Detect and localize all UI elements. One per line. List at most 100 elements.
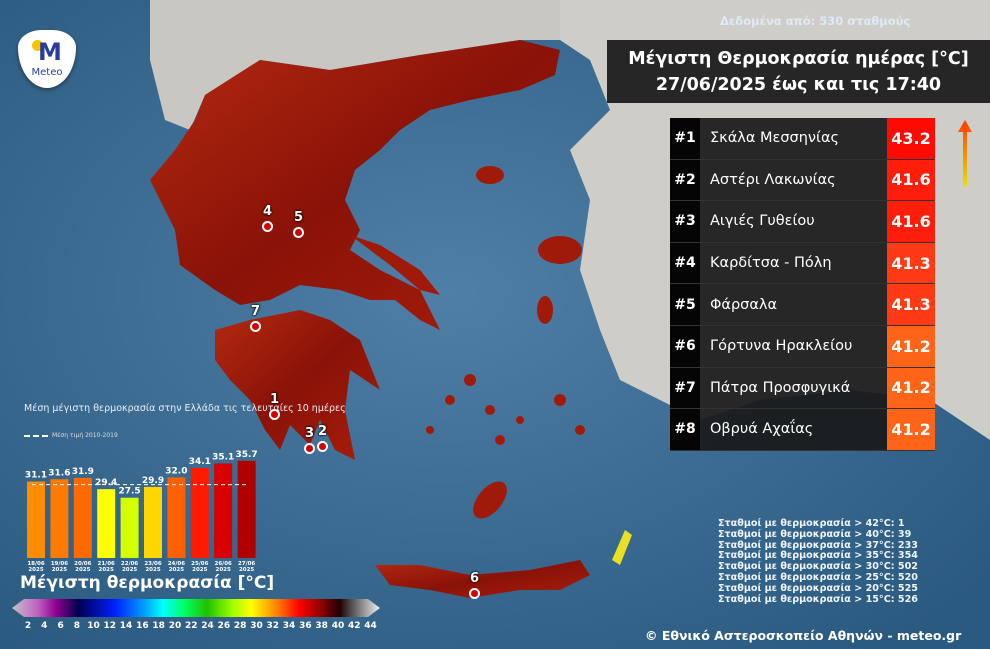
- station-marker[interactable]: [250, 321, 261, 332]
- station-name: Οβρυά Αχαΐας: [700, 409, 887, 450]
- rhodes: [473, 481, 507, 519]
- colorbar-tick: 20: [168, 621, 182, 631]
- bar-label: 31.9: [72, 467, 94, 477]
- temperature-value: 41.2: [887, 409, 935, 450]
- station-marker[interactable]: [304, 443, 315, 454]
- bar-label: 27.5: [118, 487, 140, 497]
- colorbar-tick: 8: [73, 621, 81, 631]
- station-marker[interactable]: [269, 409, 280, 420]
- ranking-row: #1 Σκάλα Μεσσηνίας 43.2: [670, 118, 935, 160]
- chart-title: Μέση μέγιστη θερμοκρασία στην Ελλάδα τις…: [24, 403, 346, 414]
- x-tick-label: 2025: [28, 567, 43, 573]
- reference-label: Μέση τιμή 2010-2019: [52, 432, 118, 439]
- station-marker[interactable]: [317, 441, 328, 452]
- dashed-line-icon: [24, 434, 48, 437]
- colorbar-tick: 2: [24, 621, 32, 631]
- euboea: [350, 235, 440, 295]
- rank: #6: [670, 325, 700, 367]
- colorbar-tick: 22: [185, 621, 198, 631]
- station-name: Αιγιές Γυθείου: [700, 201, 887, 242]
- x-tick-label: 22/06: [121, 561, 138, 567]
- temperature-value: 41.6: [887, 159, 935, 201]
- station-count-line: Σταθμοί με θερμοκρασία > 25°C: 520: [718, 571, 918, 583]
- station-count-line: Σταθμοί με θερμοκρασία > 30°C: 502: [718, 561, 918, 573]
- station-marker-label: 5: [294, 210, 304, 225]
- ranking-row: #3 Αιγιές Γυθείου 41.6: [670, 201, 935, 243]
- temperature-value: 41.3: [887, 242, 935, 284]
- colorbar-tick: 34: [282, 621, 296, 631]
- station-name: Πάτρα Προσφυγικά: [700, 367, 887, 409]
- temperature-value: 41.3: [887, 284, 935, 325]
- ranking-row: #7 Πάτρα Προσφυγικά 41.2: [670, 367, 935, 410]
- ranking-row: #5 Φάρσαλα 41.3: [670, 284, 935, 326]
- rank: #1: [670, 118, 700, 159]
- chios: [537, 296, 553, 324]
- x-tick-label: 25/06: [191, 561, 208, 567]
- rank: #3: [670, 201, 700, 242]
- ranking-row: #2 Αστέρι Λακωνίας 41.6: [670, 159, 935, 202]
- station-name: Γόρτυνα Ηρακλείου: [700, 325, 887, 367]
- colorbar-tick: 28: [233, 621, 247, 631]
- bar-label: 29.9: [142, 476, 164, 486]
- cyclades: [426, 374, 585, 445]
- peloponnese: [215, 310, 380, 460]
- bar-label: 35.1: [212, 453, 234, 463]
- station-marker[interactable]: [469, 588, 480, 599]
- bar: [27, 481, 45, 558]
- station-count-line: Σταθμοί με θερμοκρασία > 15°C: 526: [718, 593, 918, 605]
- copyright: © Εθνικό Αστεροσκοπείο Αθηνών - meteo.gr: [645, 628, 962, 643]
- bar-chart: 31.118/06202531.619/06202531.920/0620252…: [25, 450, 258, 573]
- bar: [167, 477, 186, 558]
- station-marker-label: 7: [251, 304, 261, 319]
- station-name: Σκάλα Μεσσηνίας: [700, 118, 887, 159]
- bar-label: 31.1: [25, 471, 47, 481]
- station-marker[interactable]: [293, 227, 304, 238]
- x-tick-label: 2025: [99, 567, 114, 573]
- bar: [190, 468, 209, 558]
- temperature-value: 41.2: [887, 325, 935, 367]
- station-count-line: Σταθμοί με θερμοκρασία > 35°C: 354: [718, 550, 918, 562]
- source-note: Δεδομένα από: 530 σταθμούς: [720, 14, 911, 28]
- ranking-row: #4 Καρδίτσα - Πόλη 41.3: [670, 242, 935, 285]
- ranking-row: #6 Γόρτυνα Ηρακλείου 41.2: [670, 325, 935, 368]
- crete: [375, 560, 590, 598]
- x-tick-label: 20/06: [74, 561, 91, 567]
- bar: [50, 479, 69, 558]
- rank: #4: [670, 242, 700, 284]
- bar: [73, 477, 92, 558]
- x-tick-label: 2025: [216, 567, 231, 573]
- temperature-value: 41.6: [887, 201, 935, 242]
- colorbar-tick: 12: [103, 621, 117, 631]
- colorbar-title: Μέγιστη θερμοκρασία [°C]: [20, 573, 275, 593]
- x-tick-label: 2025: [52, 567, 67, 573]
- station-count-line: Σταθμοί με θερμοκρασία > 37°C: 233: [718, 539, 918, 551]
- station-marker[interactable]: [262, 221, 273, 232]
- station-count-line: Σταθμοί με θερμοκρασία > 42°C: 1: [718, 518, 905, 529]
- station-counts: Σταθμοί με θερμοκρασία > 42°C: 1 Σταθμοί …: [718, 518, 918, 605]
- x-tick-label: 18/06: [27, 561, 44, 567]
- title-line2: 27/06/2025 έως και τις 17:40: [655, 75, 942, 95]
- ranking-row: #8 Οβρυά Αχαΐας 41.2: [670, 409, 935, 451]
- colorbar-tick: 14: [119, 621, 133, 631]
- bar-label: 29.4: [95, 478, 117, 488]
- x-tick-label: 21/06: [98, 561, 115, 567]
- bar-label: 32.0: [165, 466, 187, 476]
- colorbar: [12, 599, 380, 617]
- colorbar-tick: 44: [364, 621, 377, 631]
- colorbar-tick: 40: [331, 621, 345, 631]
- rank: #2: [670, 159, 700, 201]
- colorbar-tick: 18: [152, 621, 165, 631]
- colorbar-tick: 16: [136, 621, 149, 631]
- bar-label: 34.1: [189, 457, 211, 467]
- ranking-table: #1 Σκάλα Μεσσηνίας 43.2 #2 Αστέρι Λακωνίας 41…: [670, 118, 935, 451]
- colorbar-tick: 42: [348, 621, 361, 631]
- x-tick-label: 23/06: [144, 561, 161, 567]
- lesvos: [538, 236, 582, 264]
- station-marker-label: 3: [305, 426, 315, 441]
- greece-mainland: [150, 40, 560, 330]
- bar-label: 35.7: [235, 450, 257, 460]
- temperature-value: 43.2: [887, 118, 935, 159]
- rank: #7: [670, 367, 700, 409]
- x-tick-label: 2025: [169, 567, 184, 573]
- x-tick-label: 19/06: [51, 561, 68, 567]
